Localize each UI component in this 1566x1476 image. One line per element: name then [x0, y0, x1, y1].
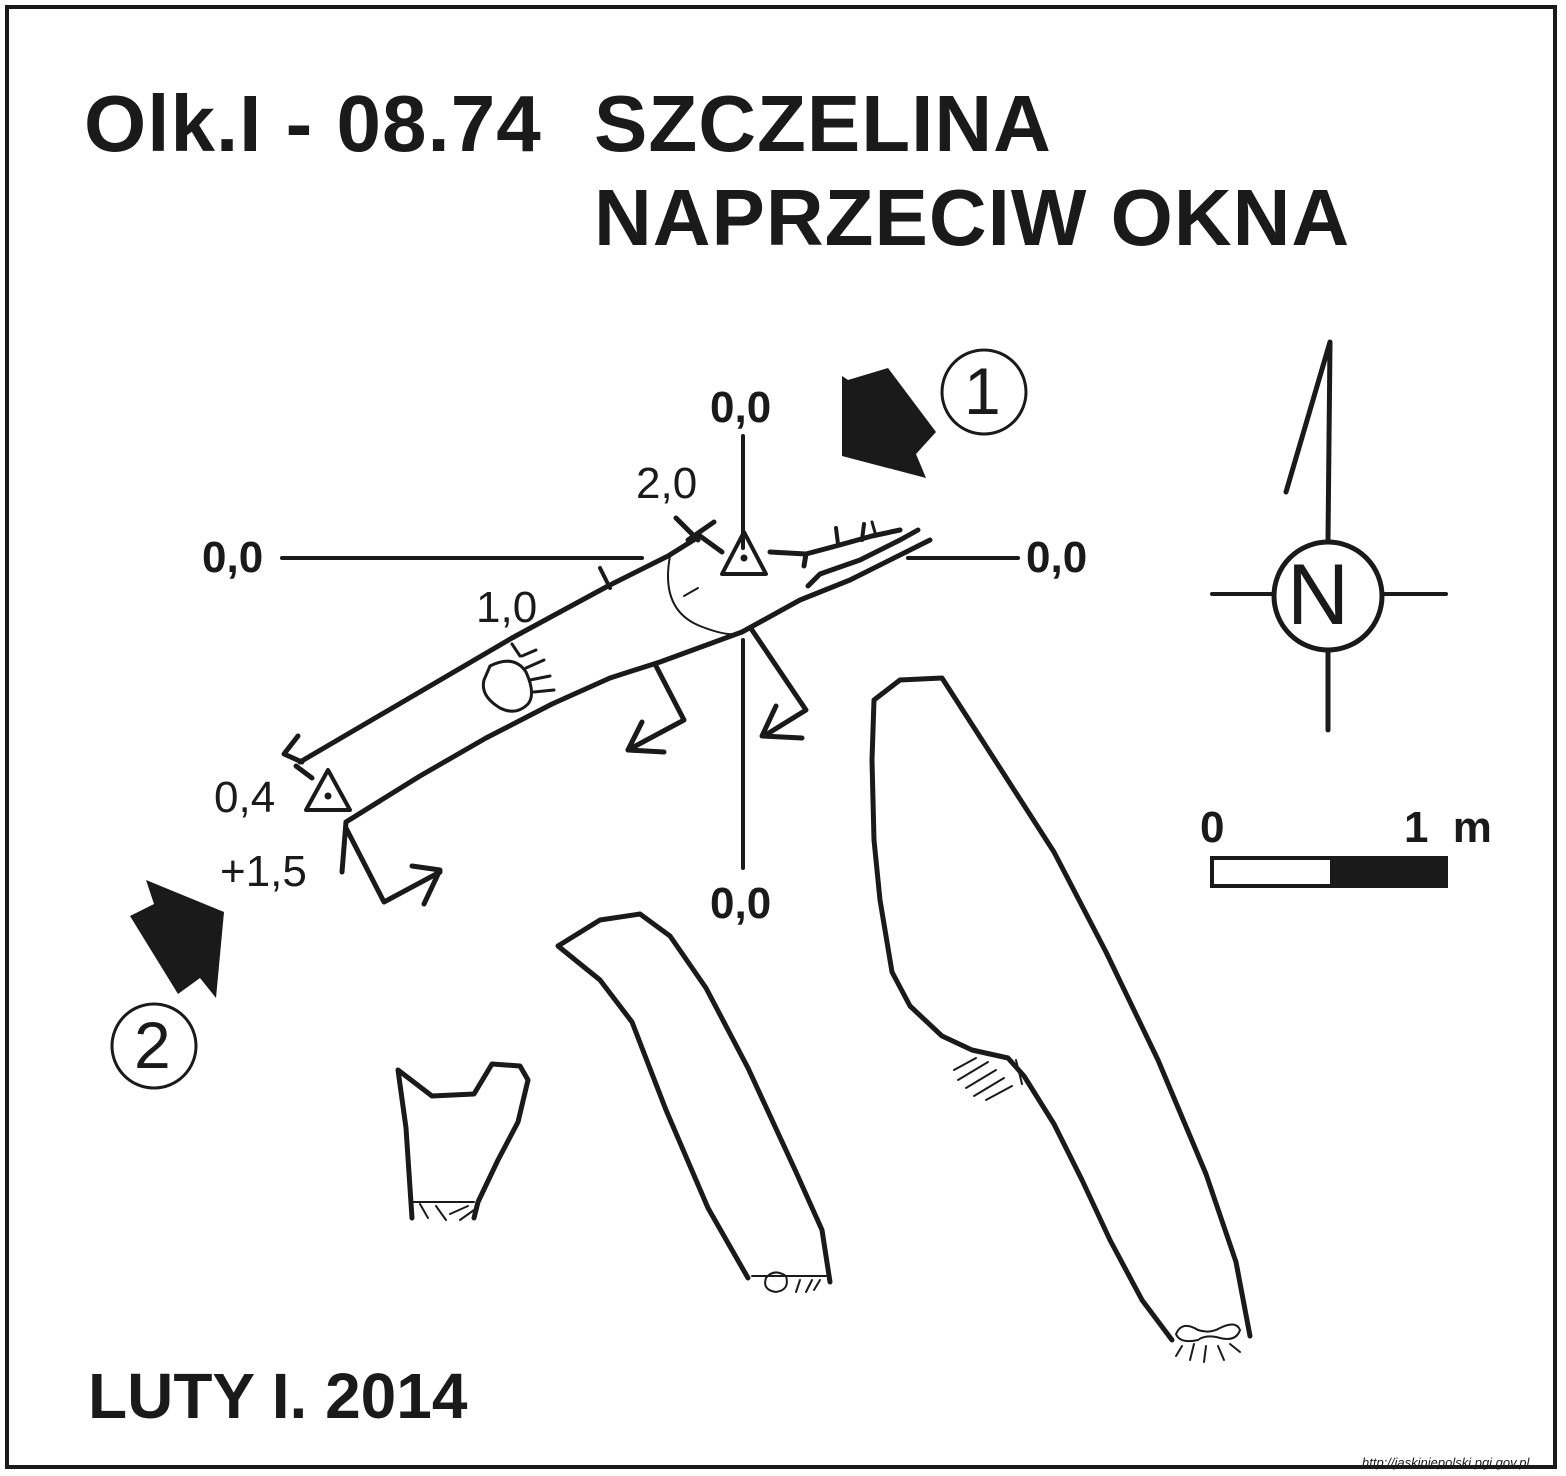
- cave-name-line-2: NAPRZECIW OKNA: [594, 173, 1351, 262]
- entrance-arrow-two: [130, 880, 224, 998]
- depth-label-lower-entrance: 0,4: [214, 773, 276, 822]
- source-credit: http://jaskiniepolski.pgi.gov.pl: [1362, 1455, 1530, 1470]
- section-lines: [280, 434, 1020, 870]
- scale-bar: [1210, 856, 1448, 888]
- cross-section-middle: [555, 911, 833, 1293]
- survey-station-upper: [720, 530, 768, 576]
- cave-name-line-1: SZCZELINA: [594, 79, 1052, 168]
- cross-section-large: [869, 675, 1253, 1363]
- entrance-marker-two-number: 2: [134, 1008, 171, 1082]
- north-arrow: [1210, 339, 1448, 733]
- survey-station-lower: [304, 768, 352, 812]
- north-label: N: [1287, 547, 1350, 643]
- entrance-arrow-one: [842, 368, 936, 478]
- depth-label-ceiling: +1,5: [220, 847, 307, 896]
- depth-label-upper-entrance: 2,0: [636, 459, 698, 508]
- cross-section-small: [395, 1061, 531, 1221]
- entrance-marker-two-circle: [110, 1002, 198, 1090]
- entrance-marker-one-circle: [940, 348, 1028, 436]
- scale-start-label: 0: [1200, 803, 1225, 852]
- section-label-right: 0,0: [1026, 533, 1088, 582]
- cave-code: Olk.I - 08.74: [84, 79, 542, 168]
- map-frame: [5, 5, 1557, 1469]
- survey-date: LUTY I. 2014: [88, 1360, 468, 1432]
- section-label-top: 0,0: [710, 383, 772, 432]
- scale-end-label: 1 m: [1404, 803, 1492, 852]
- section-label-left: 0,0: [202, 533, 264, 582]
- section-label-bottom: 0,0: [710, 879, 772, 928]
- depth-label-mid: 1,0: [476, 583, 538, 632]
- entrance-marker-one-number: 1: [964, 354, 1001, 428]
- cave-passage-outline: [281, 515, 933, 907]
